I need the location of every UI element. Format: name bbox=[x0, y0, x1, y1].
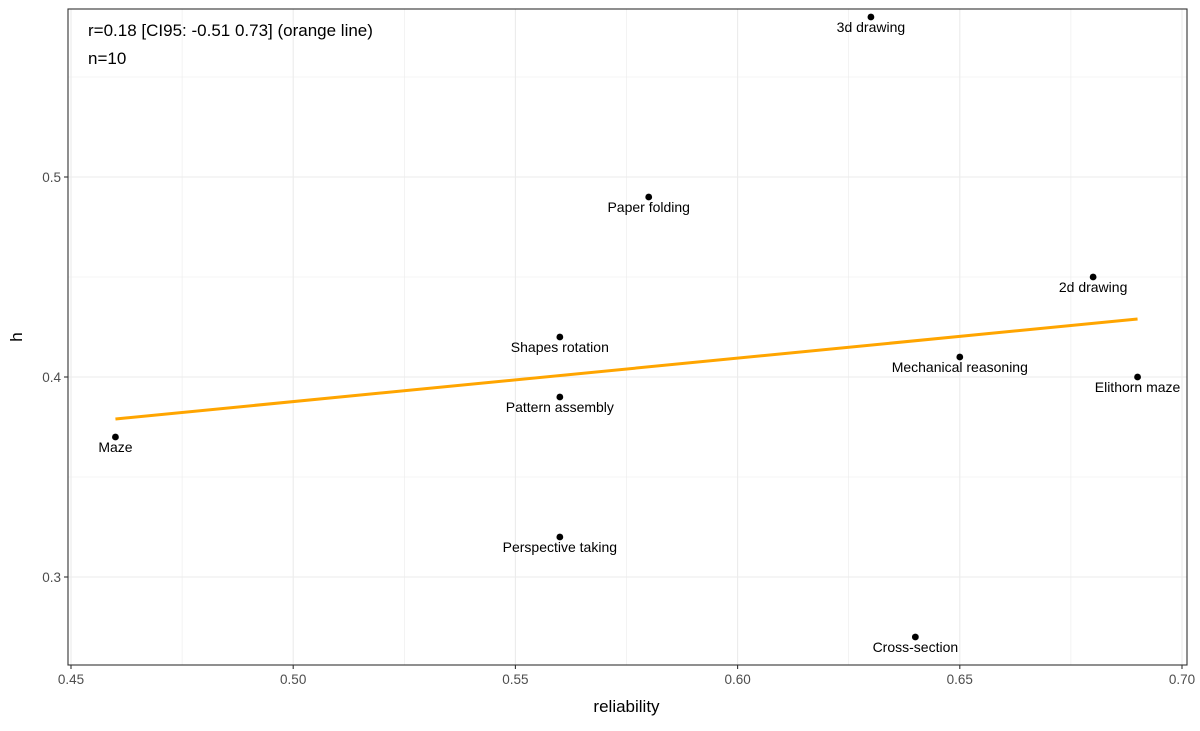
data-point bbox=[556, 533, 564, 541]
point-label: 2d drawing bbox=[1059, 279, 1128, 295]
regression-line bbox=[115, 317, 1138, 421]
sample-size-annotation: n=10 bbox=[88, 49, 126, 68]
data-point bbox=[112, 433, 119, 441]
point-label: Elithorn maze bbox=[1095, 379, 1181, 395]
point-label: Mechanical reasoning bbox=[892, 359, 1028, 375]
data-point bbox=[556, 393, 564, 401]
data-point bbox=[911, 633, 919, 641]
y-axis-title: h bbox=[7, 332, 26, 341]
data-point bbox=[645, 193, 653, 201]
point-label: Cross-section bbox=[873, 639, 959, 655]
x-tick-label: 0.70 bbox=[1169, 672, 1195, 687]
data-point bbox=[1089, 273, 1097, 281]
x-axis-title: reliability bbox=[593, 697, 660, 716]
y-tick-label: 0.5 bbox=[42, 170, 61, 185]
panel-border bbox=[67, 8, 1188, 666]
point-label: Paper folding bbox=[607, 199, 690, 215]
correlation-annotation: r=0.18 [CI95: -0.51 0.73] (orange line) bbox=[88, 21, 373, 40]
x-tick-label: 0.65 bbox=[947, 672, 973, 687]
point-label: Perspective taking bbox=[503, 539, 617, 555]
point-label: Maze bbox=[98, 439, 132, 455]
y-tick-label: 0.4 bbox=[42, 370, 61, 385]
x-tick-label: 0.50 bbox=[280, 672, 306, 687]
data-point bbox=[956, 353, 964, 361]
point-label: Shapes rotation bbox=[511, 339, 609, 355]
data-point bbox=[556, 333, 564, 341]
point-label: Pattern assembly bbox=[506, 399, 614, 415]
data-point bbox=[867, 13, 875, 21]
x-tick-label: 0.45 bbox=[58, 672, 84, 687]
point-label: 3d drawing bbox=[837, 19, 906, 35]
x-tick-label: 0.60 bbox=[724, 672, 750, 687]
y-tick-label: 0.3 bbox=[42, 570, 61, 585]
data-point bbox=[1134, 373, 1141, 381]
x-tick-label: 0.55 bbox=[502, 672, 528, 687]
